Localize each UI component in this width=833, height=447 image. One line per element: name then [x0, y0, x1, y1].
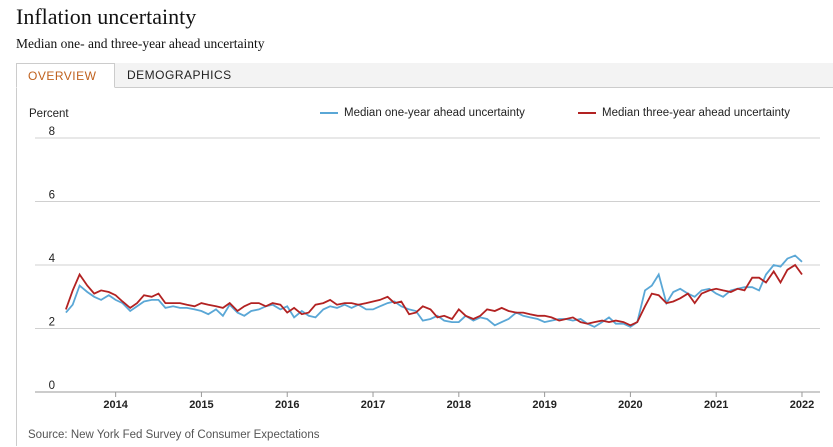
panel [16, 88, 833, 446]
series-line [65, 254, 803, 328]
y-tick-label: 0 [49, 380, 55, 392]
y-tick-label: 4 [49, 253, 56, 265]
x-tick-label: 2018 [447, 399, 471, 411]
tab-bar: OVERVIEW DEMOGRAPHICS [16, 63, 833, 88]
x-tick-label: 2019 [532, 399, 556, 411]
y-tick-label: 8 [49, 126, 55, 138]
page-title: Inflation uncertainty [16, 4, 197, 29]
x-tick-label: 2020 [618, 399, 642, 411]
page-subtitle: Median one- and three-year ahead uncerta… [16, 36, 265, 51]
x-tick-label: 2014 [103, 399, 128, 411]
x-tick-label: 2016 [275, 399, 299, 411]
source: Source: New York Fed Survey of Consumer … [28, 429, 320, 441]
x-tick-label: 2022 [790, 399, 814, 411]
y-tick-label: 2 [49, 317, 55, 329]
y-tick-label: 6 [49, 190, 55, 202]
tab[interactable]: OVERVIEW [16, 63, 115, 88]
y-axis-label: Percent [29, 108, 69, 120]
x-tick-label: 2021 [704, 399, 728, 411]
tab[interactable]: DEMOGRAPHICS [127, 68, 232, 82]
x-tick-label: 2017 [361, 399, 385, 411]
x-tick-label: 2015 [189, 399, 213, 411]
legend-label: Median one-year ahead uncertainty [344, 107, 525, 119]
series-line [65, 263, 803, 327]
legend-label: Median three-year ahead uncertainty [602, 107, 790, 119]
